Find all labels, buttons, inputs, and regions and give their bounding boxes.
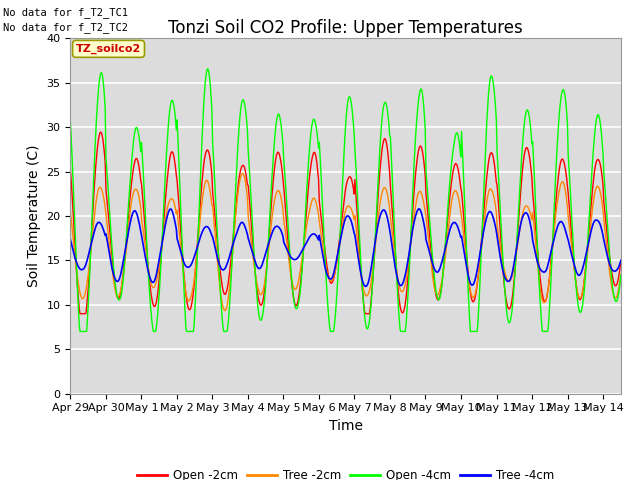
Tree -4cm [68,246,76,252]
Legend: Open -2cm, Tree -2cm, Open -4cm, Tree -4cm: Open -2cm, Tree -2cm, Open -4cm, Tree -4… [132,465,559,480]
Open -2cm [67,166,74,172]
Tree -4cm [301,242,309,248]
Tree -4cm [143,265,151,271]
Text: No data for f_T2_TC2: No data for f_T2_TC2 [3,22,128,33]
Open -4cm [476,277,484,283]
Open -2cm [68,201,76,206]
Tree -4cm [476,250,484,256]
Tree -4cm [617,257,625,263]
Open -4cm [303,188,310,193]
Title: Tonzi Soil CO2 Profile: Upper Temperatures: Tonzi Soil CO2 Profile: Upper Temperatur… [168,19,523,37]
Open -2cm [463,253,470,259]
Tree -4cm [362,284,370,289]
Text: No data for f_T2_TC1: No data for f_T2_TC1 [3,7,128,18]
Open -4cm [617,272,625,278]
Tree -2cm [221,308,229,313]
Open -4cm [145,268,152,274]
Tree -2cm [476,258,484,264]
Tree -2cm [324,271,332,277]
Tree -2cm [303,222,310,228]
Open -4cm [76,328,84,334]
X-axis label: Time: Time [328,419,363,433]
Tree -4cm [67,237,74,242]
Open -4cm [324,298,332,304]
Open -2cm [324,267,332,273]
Line: Tree -4cm: Tree -4cm [70,209,621,287]
Line: Open -2cm: Open -2cm [70,132,621,314]
Tree -4cm [322,268,330,274]
Open -2cm [76,311,84,317]
Open -4cm [204,66,211,72]
Open -4cm [463,253,470,259]
Tree -2cm [463,262,470,267]
Open -2cm [145,273,153,278]
Tree -2cm [67,209,74,215]
Line: Tree -2cm: Tree -2cm [70,173,621,311]
Text: TZ_soilco2: TZ_soilco2 [76,44,141,54]
Line: Open -4cm: Open -4cm [70,69,621,331]
Tree -2cm [239,170,246,176]
Open -2cm [97,129,104,135]
Open -2cm [617,260,625,265]
Tree -2cm [617,272,625,278]
Open -2cm [476,254,484,260]
Tree -2cm [68,230,76,236]
Y-axis label: Soil Temperature (C): Soil Temperature (C) [27,145,41,287]
Tree -2cm [143,259,151,265]
Tree -4cm [415,206,423,212]
Open -4cm [68,167,76,172]
Tree -4cm [463,264,470,270]
Open -2cm [303,205,310,211]
Open -4cm [67,119,74,124]
